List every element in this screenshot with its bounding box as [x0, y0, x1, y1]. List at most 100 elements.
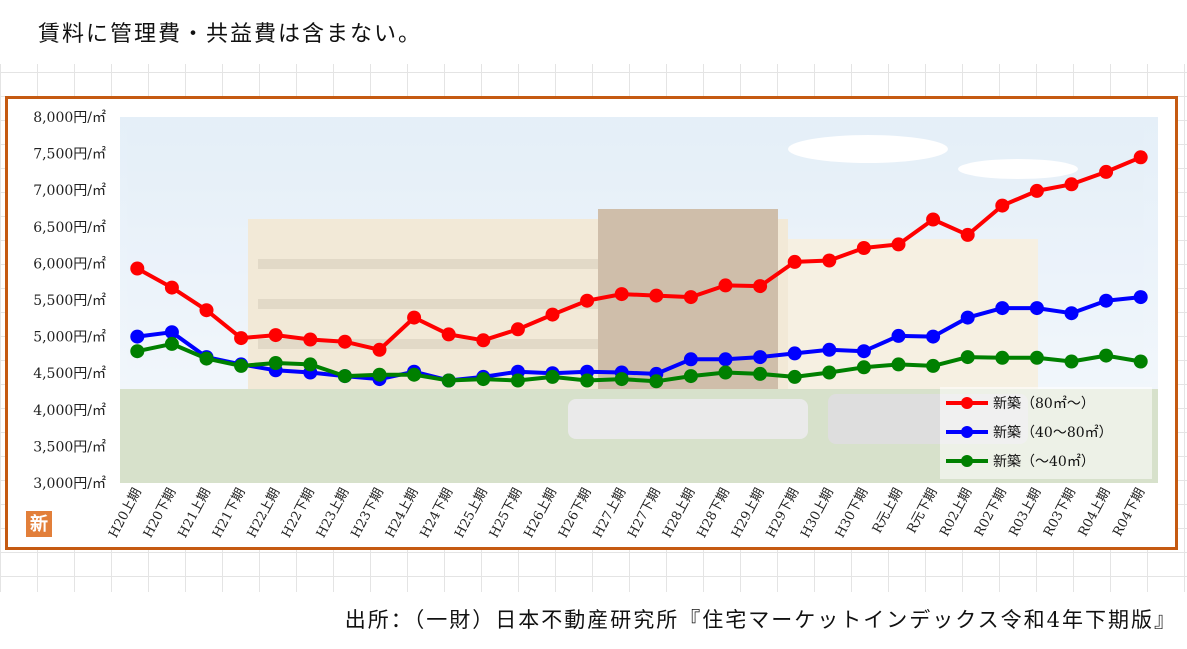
- y-tick-label: 3,000円/㎡: [33, 476, 106, 492]
- data-point-2: [337, 369, 352, 384]
- legend-marker: [961, 397, 973, 409]
- x-tick-label: H27上期: [591, 486, 630, 541]
- x-tick-label: R02下期: [972, 486, 1010, 539]
- data-point-0: [1133, 150, 1148, 165]
- x-tick-label: R元上期: [870, 486, 906, 536]
- y-tick-label: 5,500円/㎡: [33, 293, 106, 309]
- badge-box: [26, 511, 52, 537]
- x-tick-label: H25下期: [487, 486, 526, 541]
- source-bar: 出所：（一財）日本不動産研究所『住宅マーケットインデックス令和4年下期版』: [0, 592, 1187, 649]
- data-point-2: [649, 374, 664, 389]
- data-point-0: [268, 328, 283, 343]
- x-tick-label: R03上期: [1007, 486, 1045, 539]
- y-tick-label: 4,500円/㎡: [33, 366, 106, 382]
- data-point-2: [822, 365, 837, 380]
- data-point-0: [1029, 183, 1044, 198]
- data-point-2: [580, 373, 595, 388]
- data-point-0: [303, 332, 318, 347]
- x-tick-label: H23下期: [348, 486, 387, 541]
- data-point-1: [718, 352, 733, 367]
- data-point-0: [995, 198, 1010, 213]
- y-tick-label: 7,000円/㎡: [33, 183, 106, 199]
- data-point-2: [995, 350, 1010, 365]
- data-point-0: [545, 307, 560, 322]
- data-point-1: [856, 344, 871, 359]
- x-tick-label: H29下期: [764, 486, 803, 541]
- data-point-0: [683, 290, 698, 305]
- data-point-2: [476, 372, 491, 387]
- legend-label: 新築（40～80㎡）: [993, 425, 1113, 441]
- y-axis: 3,000円/㎡ 3,500円/㎡ 4,000円/㎡ 4,500円/㎡ 5,000円/㎡…: [33, 110, 106, 492]
- data-point-2: [926, 358, 941, 373]
- data-point-2: [130, 344, 145, 359]
- rent-note: 賃料に管理費・共益費は含まない。: [38, 22, 423, 47]
- y-tick-label: 6,000円/㎡: [33, 256, 106, 272]
- data-point-2: [268, 356, 283, 370]
- data-point-0: [718, 278, 733, 293]
- data-point-1: [960, 310, 975, 325]
- new-build-badge: 新: [26, 511, 52, 537]
- x-tick-label: H22上期: [245, 486, 284, 541]
- x-tick-label: H30下期: [833, 486, 872, 541]
- data-point-0: [164, 280, 179, 295]
- legend-marker: [961, 455, 973, 467]
- data-point-1: [683, 352, 698, 367]
- y-tick-label: 7,500円/㎡: [33, 147, 106, 163]
- data-point-2: [1133, 354, 1148, 369]
- x-tick-label: H27下期: [625, 486, 664, 541]
- data-point-2: [753, 366, 768, 381]
- data-point-2: [1099, 348, 1114, 363]
- x-tick-label: H20下期: [141, 486, 180, 541]
- y-tick-label: 3,500円/㎡: [33, 439, 106, 455]
- data-point-1: [995, 301, 1010, 316]
- x-tick-label: R04上期: [1076, 486, 1114, 539]
- data-point-2: [718, 365, 733, 380]
- data-point-0: [1064, 177, 1079, 192]
- data-point-0: [649, 288, 664, 303]
- data-point-0: [753, 279, 768, 294]
- data-point-0: [787, 254, 802, 269]
- data-point-1: [1064, 306, 1079, 321]
- header-note-bar: 賃料に管理費・共益費は含まない。: [0, 0, 1187, 64]
- x-tick-label: H26下期: [556, 486, 595, 541]
- x-tick-label: H28上期: [660, 486, 699, 541]
- data-point-2: [1064, 354, 1079, 369]
- data-point-0: [407, 310, 422, 325]
- x-tick-label: H21上期: [175, 486, 214, 541]
- legend-marker: [961, 426, 973, 438]
- rent-chart: 3,000円/㎡ 3,500円/㎡ 4,000円/㎡ 4,500円/㎡ 5,000円/㎡…: [26, 110, 1158, 541]
- data-point-1: [891, 328, 906, 343]
- y-tick-label: 5,000円/㎡: [33, 330, 106, 346]
- data-point-2: [856, 360, 871, 375]
- data-point-1: [1099, 293, 1114, 308]
- data-point-0: [1099, 164, 1114, 179]
- data-point-0: [614, 287, 629, 302]
- data-point-0: [476, 333, 491, 348]
- data-point-2: [372, 367, 387, 382]
- data-point-0: [199, 303, 214, 318]
- data-point-1: [753, 350, 768, 365]
- data-point-2: [407, 367, 422, 382]
- x-tick-label: H29上期: [729, 486, 768, 541]
- data-point-0: [856, 241, 871, 255]
- data-point-2: [199, 351, 214, 366]
- x-tick-label: H26上期: [521, 486, 560, 541]
- data-point-0: [234, 331, 249, 346]
- chart-legend: 新築（80㎡～） 新築（40～80㎡） 新築（～40㎡）: [940, 387, 1152, 479]
- data-point-2: [164, 336, 179, 351]
- x-tick-label: H24下期: [418, 486, 457, 541]
- y-tick-label: 8,000円/㎡: [33, 110, 106, 126]
- data-point-2: [1029, 350, 1044, 365]
- data-point-0: [891, 237, 906, 252]
- x-tick-label: H21下期: [210, 486, 249, 541]
- data-point-0: [822, 253, 837, 268]
- x-tick-label: H30上期: [798, 486, 837, 541]
- data-point-1: [787, 346, 802, 361]
- x-tick-label: R02上期: [937, 486, 975, 539]
- data-point-0: [510, 322, 525, 337]
- data-point-2: [510, 373, 525, 388]
- data-point-2: [683, 369, 698, 384]
- data-point-0: [337, 334, 352, 349]
- data-point-2: [614, 372, 629, 387]
- x-tick-label: R元下期: [904, 486, 940, 536]
